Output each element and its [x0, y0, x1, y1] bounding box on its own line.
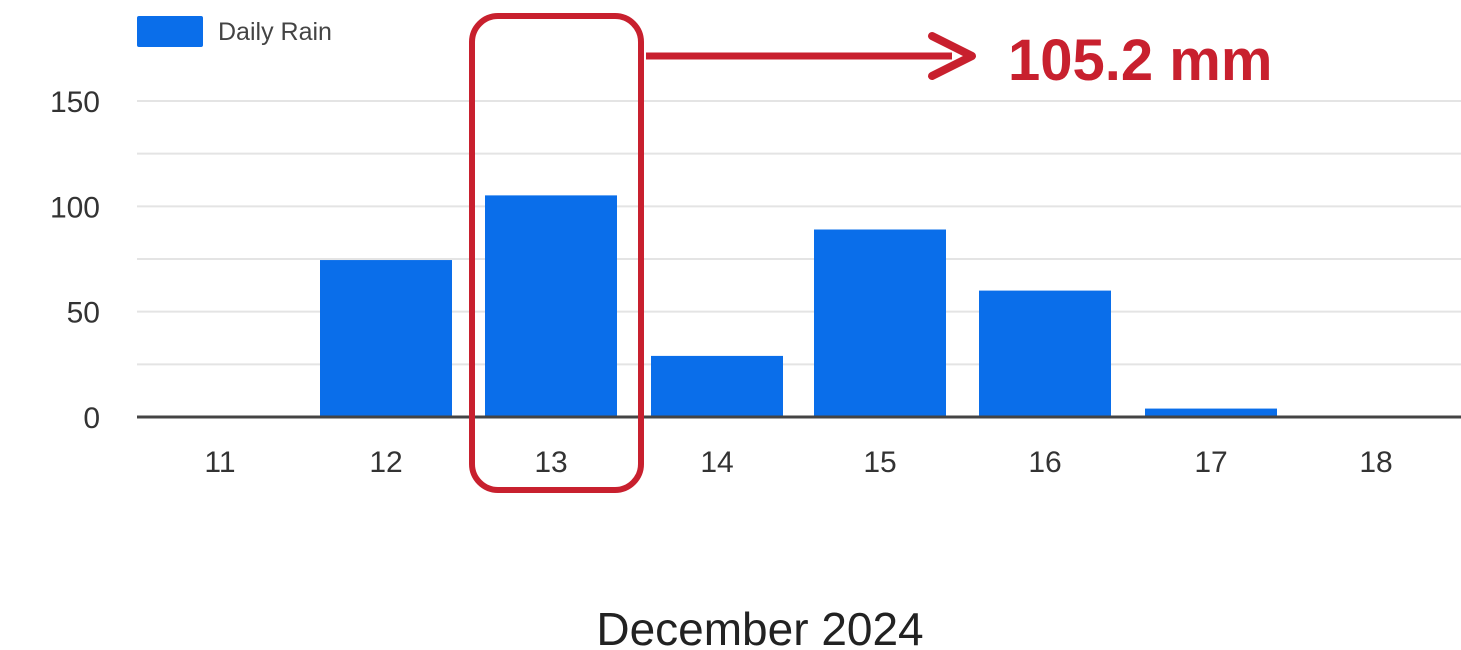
bar-13	[485, 195, 617, 417]
bars	[154, 195, 1442, 417]
bar-16	[979, 290, 1111, 417]
y-tick-label: 0	[83, 402, 100, 435]
callout-value-label: 105.2 mm	[1008, 28, 1272, 93]
legend-swatch	[137, 16, 203, 47]
bar-12	[320, 260, 452, 417]
y-tick-label: 150	[50, 86, 100, 119]
legend-label: Daily Rain	[218, 18, 332, 46]
y-tick-label: 50	[67, 297, 100, 330]
x-tick-label: 17	[1194, 446, 1227, 479]
x-tick-label: 18	[1359, 446, 1392, 479]
x-tick-labels: 11 12 13 14 15 16 17 18	[204, 446, 1392, 479]
y-tick-label: 100	[50, 191, 100, 224]
x-axis-title: December 2024	[596, 603, 923, 650]
x-tick-label: 14	[700, 446, 733, 479]
bar-17	[1145, 408, 1277, 417]
x-tick-label: 13	[534, 446, 567, 479]
highlight-box	[469, 13, 644, 493]
legend: Daily Rain	[137, 16, 332, 47]
y-tick-labels: 0 50 100 150	[50, 86, 100, 435]
x-tick-label: 11	[204, 446, 235, 479]
x-tick-label: 12	[369, 446, 402, 479]
x-tick-label: 15	[863, 446, 896, 479]
bar-14	[651, 355, 783, 417]
callout-arrow-head	[928, 32, 976, 80]
bar-15	[814, 229, 946, 417]
highlight-callout: 105.2 mm	[469, 13, 1272, 493]
x-tick-label: 16	[1028, 446, 1061, 479]
